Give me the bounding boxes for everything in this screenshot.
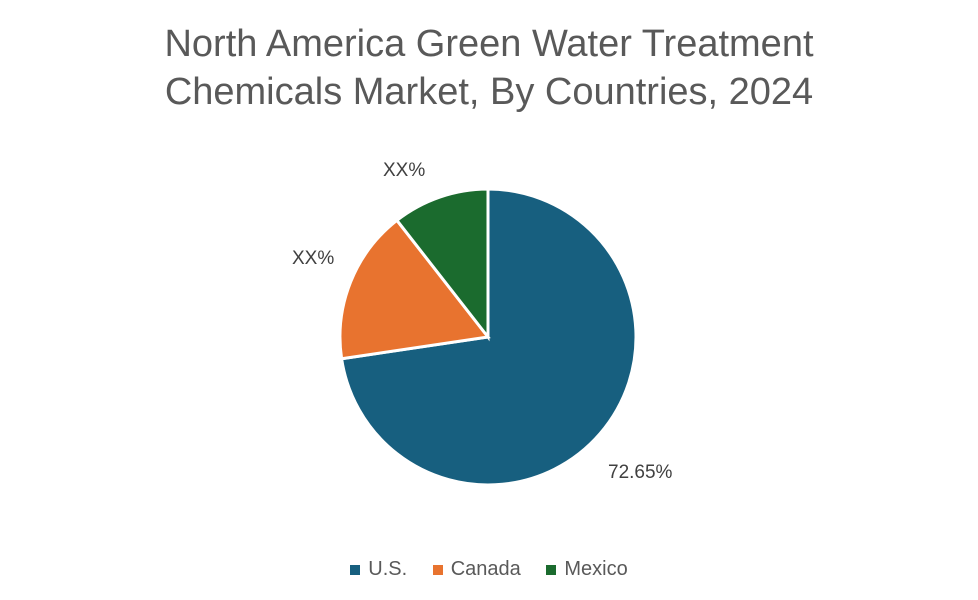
legend: U.S. Canada Mexico bbox=[0, 558, 978, 581]
legend-swatch-us bbox=[350, 564, 361, 575]
legend-swatch-canada bbox=[432, 564, 443, 575]
chart-title: North America Green Water Treatment Chem… bbox=[0, 20, 978, 116]
pie-slice-mexico bbox=[394, 187, 490, 342]
legend-item-us: U.S. bbox=[350, 558, 407, 581]
legend-item-mexico: Mexico bbox=[546, 558, 628, 581]
pie-slice-canada bbox=[338, 218, 491, 361]
legend-label-mexico: Mexico bbox=[564, 558, 628, 580]
legend-label-canada: Canada bbox=[450, 558, 521, 580]
legend-swatch-mexico bbox=[546, 564, 557, 575]
data-label-mexico: XX% bbox=[383, 160, 426, 181]
chart-title-line-2: Chemicals Market, By Countries, 2024 bbox=[164, 71, 814, 113]
legend-label-us: U.S. bbox=[368, 558, 408, 580]
data-label-canada: XX% bbox=[292, 248, 335, 269]
legend-item-canada: Canada bbox=[432, 558, 521, 581]
data-label-us: 72.65% bbox=[608, 462, 673, 483]
chart-title-line-1: North America Green Water Treatment bbox=[164, 23, 814, 65]
